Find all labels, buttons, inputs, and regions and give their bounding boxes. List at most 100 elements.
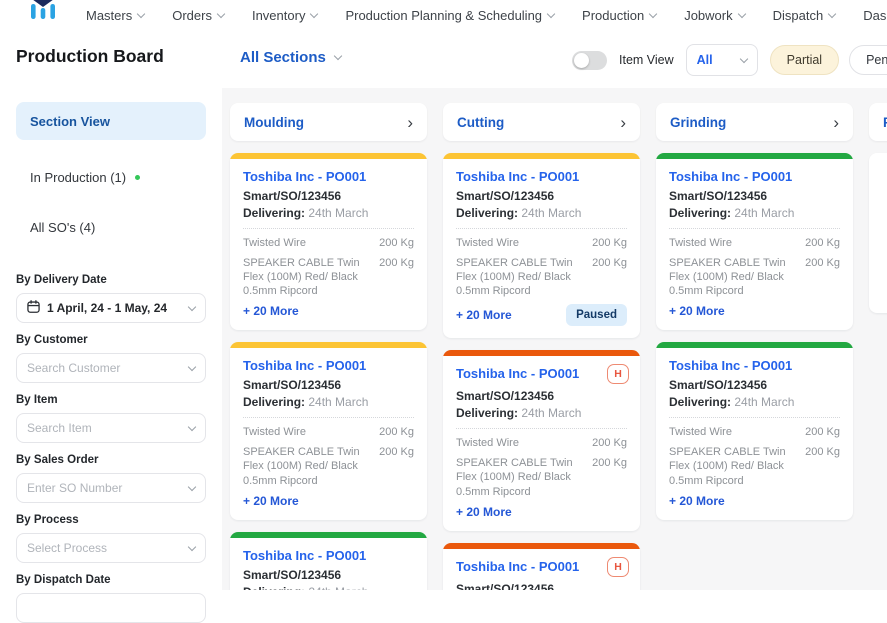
card-customer-po-link[interactable]: Toshiba Inc - PO001	[669, 358, 792, 373]
sections-selector-label: All Sections	[240, 49, 326, 66]
delivering-value: 24th March	[518, 406, 581, 420]
item-name: SPEAKER CABLE Twin Flex (100M) Red/ Blac…	[669, 445, 795, 487]
nav-item-orders[interactable]: Orders	[172, 8, 224, 23]
card-delivery-date: Delivering: 24th March	[243, 206, 414, 220]
card-title-row: Toshiba Inc - PO001	[669, 358, 840, 373]
delivering-value: 24th March	[731, 395, 794, 409]
delivering-value: 24th March	[518, 206, 581, 220]
sidebar: Section View In Production (1) All SO's (4…	[0, 88, 222, 590]
by-process-input[interactable]: Select Process	[16, 533, 206, 563]
card-customer-po-link[interactable]: Toshiba Inc - PO001	[243, 169, 366, 184]
sidebar-item-in-production-1[interactable]: In Production (1)	[16, 158, 206, 196]
sidebar-item-all-so-s-4[interactable]: All SO's (4)	[16, 208, 206, 246]
nav-item-production[interactable]: Production	[582, 8, 656, 23]
more-items-link[interactable]: + 20 More	[456, 505, 512, 519]
card-customer-po-link[interactable]: Toshiba Inc - PO001	[243, 358, 366, 373]
chevron-right-icon: ›	[833, 114, 839, 131]
delivering-label: Delivering:	[669, 395, 731, 409]
nav-item-label: Orders	[172, 8, 212, 23]
chevron-down-icon	[137, 9, 145, 17]
nav-item-inventory[interactable]: Inventory	[252, 8, 317, 23]
by-sales-order-input[interactable]: Enter SO Number	[16, 473, 206, 503]
item-view-toggle[interactable]	[572, 51, 607, 70]
sidebar-item-label: All SO's (4)	[30, 220, 95, 235]
chevron-down-icon	[217, 9, 225, 17]
more-items-link[interactable]: + 20 More	[669, 494, 725, 508]
by-item-input[interactable]: Search Item	[16, 413, 206, 443]
production-order-card[interactable]	[869, 153, 887, 313]
card-sales-order: Smart/SO/123456	[243, 378, 414, 392]
date-range-text: 1 April, 24 - 1 May, 24	[47, 301, 167, 315]
status-pill-partial[interactable]: Partial	[770, 45, 839, 75]
app-logo-icon[interactable]	[30, 0, 56, 26]
status-filter-dropdown[interactable]: All	[686, 44, 758, 76]
sidebar-views: Section View In Production (1) All SO's (4…	[16, 102, 206, 246]
filter-label: By Process	[16, 514, 206, 526]
item-quantity: 200 Kg	[379, 256, 414, 270]
card-delivery-date: Delivering: 24th March	[243, 395, 414, 409]
card-customer-po-link[interactable]: Toshiba Inc - PO001	[243, 548, 366, 563]
by-dispatch-date-input[interactable]	[16, 593, 206, 623]
page-title: Production Board	[16, 46, 164, 67]
nav-item-label: Dispatch	[773, 8, 824, 23]
by-customer-input[interactable]: Search Customer	[16, 353, 206, 383]
sections-selector[interactable]: All Sections	[240, 49, 341, 66]
card-customer-po-link[interactable]: Toshiba Inc - PO001	[669, 169, 792, 184]
chevron-down-icon	[188, 542, 196, 550]
card-customer-po-link[interactable]: Toshiba Inc - PO001	[456, 366, 579, 381]
paused-badge: Paused	[566, 304, 627, 326]
chevron-right-icon: ›	[620, 114, 626, 131]
delivering-value: 24th March	[305, 585, 368, 590]
status-pill-pending[interactable]: Pending	[849, 45, 887, 75]
item-quantity: 200 Kg	[805, 236, 840, 250]
production-order-card[interactable]: Toshiba Inc - PO001 Smart/SO/123456 Delive…	[230, 342, 427, 519]
more-items-link[interactable]: + 20 More	[456, 308, 512, 322]
column-header-p[interactable]: P›	[869, 103, 887, 141]
column-header-cutting[interactable]: Cutting›	[443, 103, 640, 141]
card-customer-po-link[interactable]: Toshiba Inc - PO001	[456, 169, 579, 184]
nav-item-jobwork[interactable]: Jobwork	[684, 8, 744, 23]
delivering-value: 24th March	[731, 206, 794, 220]
more-items-link[interactable]: + 20 More	[243, 494, 299, 508]
nav-item-production-planning-scheduling[interactable]: Production Planning & Scheduling	[345, 8, 554, 23]
nav-item-label: Dashboards	[863, 8, 887, 23]
calendar-icon	[27, 300, 40, 316]
chevron-down-icon	[547, 9, 555, 17]
nav-item-label: Jobwork	[684, 8, 732, 23]
date-range-value: 1 April, 24 - 1 May, 24	[27, 300, 167, 316]
in-production-status-dot	[135, 175, 140, 180]
dotted-divider	[456, 428, 627, 429]
more-items-link[interactable]: + 20 More	[243, 304, 299, 318]
chevron-down-icon	[649, 9, 657, 17]
nav-item-dashboards[interactable]: Dashboards	[863, 8, 887, 23]
column-header-grinding[interactable]: Grinding›	[656, 103, 853, 141]
card-footer-row: + 20 More	[456, 505, 627, 519]
chevron-down-icon	[188, 362, 196, 370]
card-status-bar	[869, 153, 887, 159]
nav-item-masters[interactable]: Masters	[86, 8, 144, 23]
more-items-link[interactable]: + 20 More	[669, 304, 725, 318]
chevron-down-icon	[737, 9, 745, 17]
sidebar-item-section-view[interactable]: Section View	[16, 102, 206, 140]
nav-item-dispatch[interactable]: Dispatch	[773, 8, 836, 23]
column-header-moulding[interactable]: Moulding›	[230, 103, 427, 141]
card-customer-po-link[interactable]: Toshiba Inc - PO001	[456, 559, 579, 574]
filter-label: By Dispatch Date	[16, 574, 206, 586]
dotted-divider	[243, 417, 414, 418]
by-delivery-date-input[interactable]: 1 April, 24 - 1 May, 24	[16, 293, 206, 323]
